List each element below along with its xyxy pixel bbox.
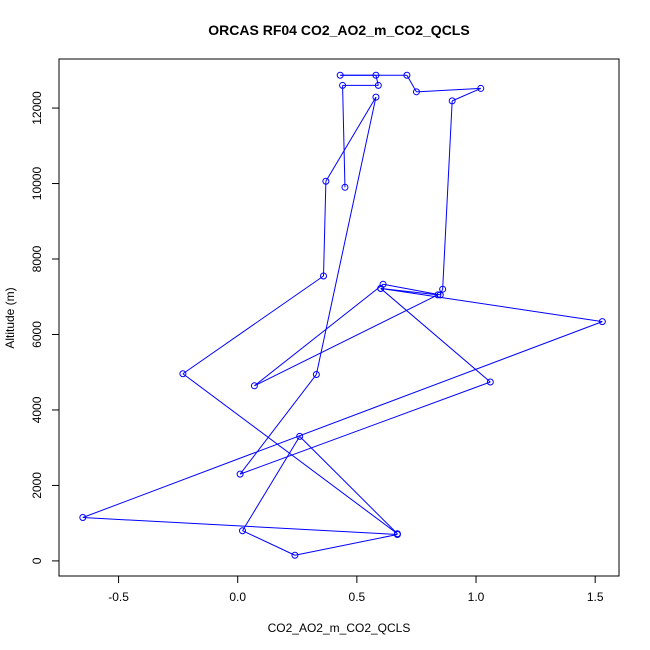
data-point bbox=[79, 514, 87, 522]
y-tick-label: 10000 bbox=[30, 167, 44, 201]
data-point bbox=[393, 530, 401, 538]
data-point bbox=[372, 93, 380, 101]
series-segment bbox=[342, 85, 346, 188]
data-point bbox=[374, 81, 382, 89]
series-segment bbox=[239, 381, 491, 475]
x-tick-label: 1.0 bbox=[468, 590, 485, 604]
x-tick-label: 0.0 bbox=[229, 590, 246, 604]
series-segment bbox=[254, 294, 439, 387]
data-point bbox=[238, 527, 246, 535]
series-segment bbox=[323, 181, 327, 277]
series-segment bbox=[315, 97, 377, 375]
series-segment bbox=[254, 283, 384, 387]
y-tick-label: 6000 bbox=[30, 321, 44, 348]
series-segment bbox=[242, 436, 301, 531]
series-segment bbox=[375, 75, 379, 86]
data-point bbox=[341, 183, 349, 191]
data-point bbox=[439, 285, 447, 293]
series-points bbox=[79, 71, 606, 559]
series-segment bbox=[299, 436, 398, 535]
x-axis: -0.5 0.0 0.5 1.0 1.5 bbox=[108, 575, 604, 604]
series-segment bbox=[382, 283, 441, 296]
y-tick-label: 4000 bbox=[30, 396, 44, 423]
data-point bbox=[296, 432, 304, 440]
series-segment bbox=[82, 321, 603, 518]
x-tick-label: 1.5 bbox=[587, 590, 604, 604]
data-point bbox=[250, 382, 258, 390]
series-segment bbox=[239, 374, 317, 475]
data-point bbox=[372, 71, 380, 79]
x-tick-label: -0.5 bbox=[108, 590, 129, 604]
data-point bbox=[339, 81, 347, 89]
y-tick-label: 8000 bbox=[30, 245, 44, 272]
series-segment bbox=[380, 287, 603, 323]
data-point bbox=[434, 291, 442, 299]
data-point bbox=[291, 551, 299, 559]
series-line bbox=[82, 74, 603, 556]
data-point bbox=[598, 318, 606, 326]
data-point bbox=[179, 370, 187, 378]
data-point bbox=[336, 71, 344, 79]
series-segment bbox=[182, 373, 398, 535]
data-point bbox=[412, 88, 420, 96]
data-point bbox=[477, 84, 485, 92]
series-segment bbox=[380, 288, 491, 383]
x-axis-label: CO2_AO2_m_CO2_QCLS bbox=[268, 621, 411, 635]
y-tick-label: 12000 bbox=[30, 91, 44, 125]
chart-title: ORCAS RF04 CO2_AO2_m_CO2_QCLS bbox=[208, 22, 469, 38]
y-axis-label: Altitude (m) bbox=[3, 287, 17, 348]
data-point bbox=[448, 97, 456, 105]
y-tick-label: 0 bbox=[30, 557, 44, 564]
data-point bbox=[312, 370, 320, 378]
y-axis: 0 2000 4000 6000 8000 10000 12000 bbox=[30, 91, 60, 564]
series-segment bbox=[451, 87, 481, 102]
series-segment bbox=[242, 530, 296, 556]
series-segment bbox=[182, 275, 324, 375]
data-point bbox=[436, 291, 444, 299]
series-segment bbox=[82, 517, 398, 535]
plot-frame bbox=[58, 58, 620, 577]
x-tick-label: 0.5 bbox=[349, 590, 366, 604]
y-tick-label: 2000 bbox=[30, 472, 44, 499]
series-segment bbox=[294, 533, 398, 556]
data-point bbox=[236, 470, 244, 478]
data-point bbox=[377, 284, 385, 292]
data-point bbox=[486, 378, 494, 386]
data-point bbox=[320, 272, 328, 280]
data-point bbox=[322, 177, 330, 185]
series-segment bbox=[416, 87, 481, 93]
data-point bbox=[403, 71, 411, 79]
series-segment bbox=[325, 96, 377, 182]
series-segment bbox=[442, 100, 453, 290]
